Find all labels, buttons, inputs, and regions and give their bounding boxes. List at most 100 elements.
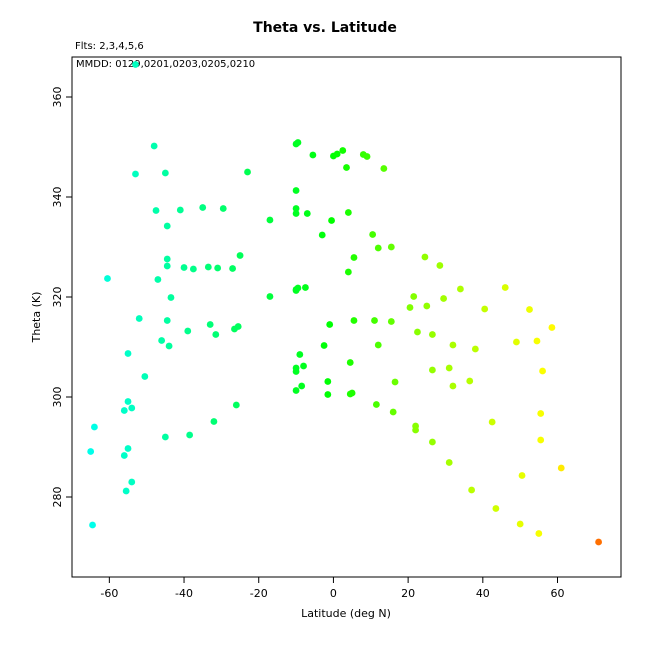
data-point [414, 328, 421, 336]
data-point [344, 209, 352, 216]
x-tick-label: 40 [476, 587, 490, 600]
x-tick-label: -60 [100, 587, 118, 600]
data-point [372, 401, 380, 408]
y-tick-label: 340 [51, 187, 64, 208]
data-point [154, 276, 162, 283]
data-point [292, 210, 300, 217]
x-tick-label: -40 [175, 587, 193, 600]
data-point [339, 147, 347, 154]
data-point [161, 433, 169, 441]
data-point [302, 284, 309, 291]
data-point [428, 331, 436, 338]
data-point [501, 284, 509, 291]
data-point [371, 317, 378, 324]
data-point [120, 407, 128, 414]
data-point [91, 423, 98, 431]
data-point [445, 364, 453, 372]
data-point [380, 165, 388, 172]
data-point [481, 305, 489, 313]
data-point [165, 342, 173, 350]
data-point [292, 368, 300, 375]
data-point [124, 398, 132, 405]
data-point [348, 389, 356, 397]
data-point [436, 262, 444, 269]
data-point [391, 378, 399, 386]
data-point [231, 325, 238, 333]
data-point [294, 139, 302, 146]
data-point [350, 317, 358, 324]
data-point [180, 264, 188, 271]
data-point [488, 418, 496, 426]
data-point [163, 262, 171, 270]
data-point [457, 285, 464, 293]
x-tick-label: -20 [250, 587, 268, 600]
data-point [449, 341, 457, 349]
data-point [212, 331, 220, 338]
data-point [244, 168, 251, 176]
data-points [87, 61, 602, 546]
data-point [206, 321, 214, 328]
data-point [324, 391, 332, 398]
x-axis-label: Latitude (deg N) [301, 607, 391, 620]
chart-title: Theta vs. Latitude [253, 20, 397, 36]
data-point [548, 324, 556, 331]
y-tick-label: 280 [51, 487, 64, 508]
data-point [320, 342, 328, 349]
data-point [595, 538, 602, 546]
data-point [492, 505, 500, 512]
data-point [266, 293, 274, 300]
data-point [387, 318, 395, 325]
data-point [124, 445, 132, 452]
data-point [163, 222, 171, 230]
data-point [428, 438, 436, 446]
x-tick-label: 20 [401, 587, 415, 600]
data-point [296, 351, 304, 358]
data-point [410, 293, 418, 300]
data-point [343, 164, 350, 171]
data-point [389, 408, 397, 416]
data-point [374, 244, 382, 252]
data-point [141, 373, 149, 380]
data-point [324, 378, 332, 385]
data-point [219, 205, 227, 212]
data-point [184, 327, 192, 335]
data-point [210, 418, 218, 425]
x-axis: -60 -40 -20 0 20 40 60 [100, 577, 565, 600]
data-point [539, 367, 546, 375]
data-point [423, 302, 431, 310]
flights-note: Flts: 2,3,4,5,6 [75, 41, 144, 52]
data-point [350, 254, 358, 261]
y-tick-label: 360 [51, 87, 64, 108]
data-point [128, 478, 136, 486]
data-point [87, 448, 95, 455]
data-point [120, 452, 128, 459]
data-point [557, 464, 565, 472]
data-point [232, 401, 240, 409]
data-point [236, 252, 244, 259]
data-point [292, 205, 300, 212]
data-point [300, 362, 307, 370]
data-point [152, 207, 160, 214]
data-point [374, 341, 382, 349]
data-point [158, 337, 166, 344]
data-point [412, 426, 419, 434]
data-point [533, 337, 541, 345]
dates-note: MMDD: 0129,0201,0203,0205,0210 [76, 59, 256, 70]
data-point [204, 263, 212, 271]
data-point [440, 295, 448, 302]
data-point [135, 315, 143, 322]
y-axis-label: Theta (K) [30, 292, 43, 344]
data-point [421, 253, 429, 261]
data-point [326, 321, 334, 328]
data-point [513, 338, 520, 346]
data-point [526, 306, 533, 313]
data-point [466, 377, 474, 385]
data-point [445, 459, 453, 466]
data-point [199, 204, 207, 211]
data-point [161, 169, 169, 177]
data-point [537, 436, 545, 444]
data-point [186, 431, 194, 439]
data-point [176, 206, 184, 214]
data-point [89, 521, 96, 529]
